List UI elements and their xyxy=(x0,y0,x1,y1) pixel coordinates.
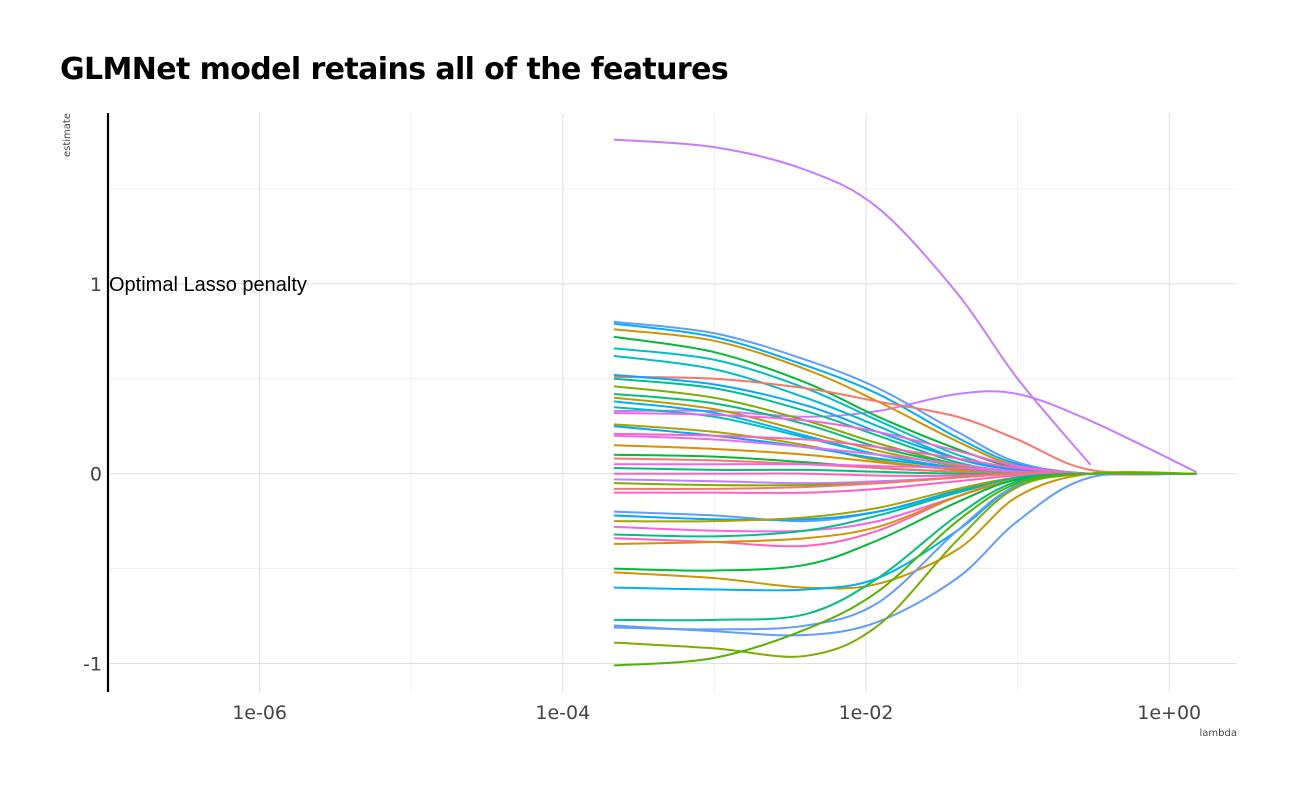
series-line-46 xyxy=(613,471,1197,667)
series-line-2 xyxy=(613,390,1197,473)
y-tick-label: -1 xyxy=(83,654,102,676)
optimal-penalty-marker: Optimal Lasso penalty xyxy=(106,113,307,692)
x-axis-title: lambda xyxy=(1200,728,1237,739)
major-gridlines xyxy=(108,113,1237,692)
y-tick-labels: -1 0 1 xyxy=(83,274,102,676)
x-tick-label: 1e-04 xyxy=(535,702,590,724)
y-tick-label: 0 xyxy=(90,464,102,486)
series-line-1 xyxy=(613,138,1091,466)
minor-gridlines xyxy=(107,113,1237,692)
y-tick-label: 1 xyxy=(90,274,102,296)
optimal-penalty-label: Optimal Lasso penalty xyxy=(109,274,307,296)
x-tick-label: 1e-02 xyxy=(839,702,894,724)
series-line-41 xyxy=(613,471,1197,592)
series-lines xyxy=(613,138,1197,667)
chart-title: GLMNet model retains all of the features xyxy=(60,52,729,87)
x-tick-label: 1e+00 xyxy=(1137,702,1201,724)
series-line-44 xyxy=(613,471,1197,631)
series-line-9 xyxy=(613,375,1197,475)
y-axis-title: estimate xyxy=(62,113,73,157)
x-tick-labels: 1e-06 1e-04 1e-02 1e+00 xyxy=(232,702,1201,724)
x-tick-label: 1e-06 xyxy=(232,702,287,724)
series-line-43 xyxy=(613,471,1197,637)
